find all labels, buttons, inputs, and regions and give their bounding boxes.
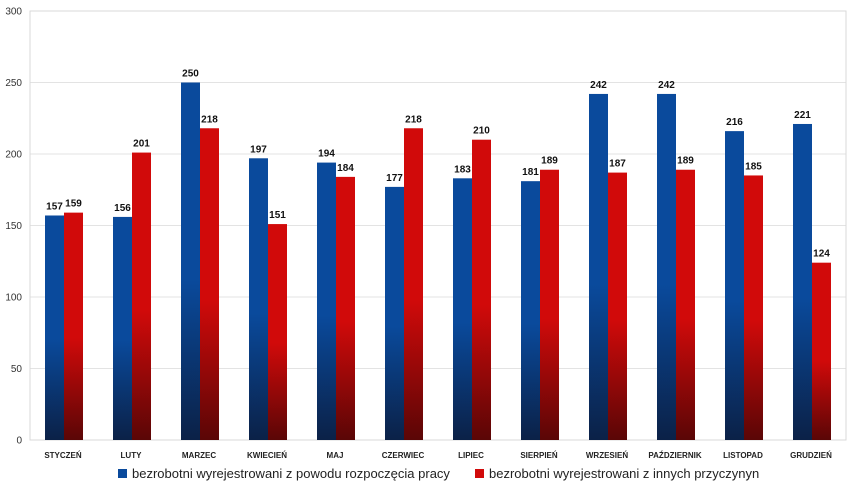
data-label: 187 [609, 159, 626, 170]
bar-start-work [793, 123, 812, 440]
x-tick-label: WRZESIEŃ [586, 451, 628, 460]
bar-other-reasons [336, 176, 355, 440]
data-label: 189 [541, 156, 558, 167]
x-tick-label: LUTY [121, 451, 143, 460]
bar-other-reasons [744, 175, 763, 440]
bar-start-work [249, 158, 268, 441]
data-label: 157 [46, 201, 63, 212]
legend-swatch [118, 469, 127, 478]
bar-other-reasons [540, 169, 559, 441]
legend: bezrobotni wyrejestrowani z powodu rozpo… [118, 466, 759, 481]
grid [30, 10, 846, 441]
data-label: 218 [201, 114, 218, 125]
bar-other-reasons [132, 152, 151, 440]
bar-other-reasons [64, 212, 83, 440]
data-label: 242 [658, 80, 675, 91]
data-label: 183 [454, 164, 471, 175]
axes: 0 50 100 150 200 250 300 STYCZEŃ LUTY MARZEC KWIEC… [5, 7, 847, 460]
bar-other-reasons [472, 139, 491, 440]
data-label: 151 [269, 210, 286, 221]
y-tick-label: 250 [5, 78, 22, 89]
bar-start-work [45, 215, 64, 440]
bar-other-reasons [676, 169, 695, 441]
legend-swatch [475, 469, 484, 478]
x-tick-label: MAJ [327, 451, 344, 460]
data-label: 210 [473, 126, 490, 137]
x-tick-label: STYCZEŃ [44, 451, 82, 460]
data-label: 221 [794, 110, 811, 121]
y-tick-label: 50 [11, 364, 23, 375]
data-label: 194 [318, 149, 335, 160]
data-label: 218 [405, 114, 422, 125]
legend-label: bezrobotni wyrejestrowani z powodu rozpo… [132, 466, 450, 481]
bar-other-reasons [200, 128, 219, 440]
x-tick-label: CZERWIEC [382, 451, 425, 460]
bars [45, 82, 831, 441]
legend-label: bezrobotni wyrejestrowani z innych przyc… [489, 466, 759, 481]
bar-other-reasons [268, 224, 287, 440]
data-label: 189 [677, 156, 694, 167]
x-tick-label: PAŹDZIERNIK [648, 451, 701, 460]
bar-start-work [725, 131, 744, 440]
bar-other-reasons [812, 262, 831, 440]
bar-start-work [589, 93, 608, 440]
x-tick-label: GRUDZIEŃ [790, 451, 832, 460]
data-label: 124 [813, 249, 830, 260]
y-tick-label: 150 [5, 221, 22, 232]
data-label: 159 [65, 199, 82, 210]
data-label: 184 [337, 163, 354, 174]
bar-other-reasons [608, 172, 627, 440]
bar-start-work [453, 178, 472, 440]
bar-start-work [113, 216, 132, 440]
x-tick-label: LIPIEC [458, 451, 484, 460]
x-tick-label: KWIECIEŃ [247, 451, 287, 460]
data-label: 201 [133, 139, 150, 150]
y-tick-label: 0 [16, 436, 22, 447]
x-tick-label: SIERPIEŃ [520, 451, 558, 460]
bar-start-work [317, 162, 336, 440]
bar-start-work [181, 82, 200, 440]
data-label: 197 [250, 144, 267, 155]
data-label: 242 [590, 80, 607, 91]
x-tick-label: LISTOPAD [723, 451, 763, 460]
bar-start-work [521, 181, 540, 441]
data-label: 177 [386, 173, 403, 184]
bar-start-work [657, 93, 676, 440]
y-tick-label: 100 [5, 293, 22, 304]
plot-frame [29, 10, 847, 441]
y-tick-label: 300 [5, 7, 22, 18]
data-label: 216 [726, 117, 743, 128]
bar-start-work [385, 186, 404, 440]
x-tick-label: MARZEC [182, 451, 216, 460]
data-label: 185 [745, 161, 762, 172]
data-label: 156 [114, 203, 131, 214]
y-tick-label: 200 [5, 150, 22, 161]
data-label: 181 [522, 167, 539, 178]
data-label: 250 [182, 69, 199, 80]
bar-other-reasons [404, 128, 423, 440]
